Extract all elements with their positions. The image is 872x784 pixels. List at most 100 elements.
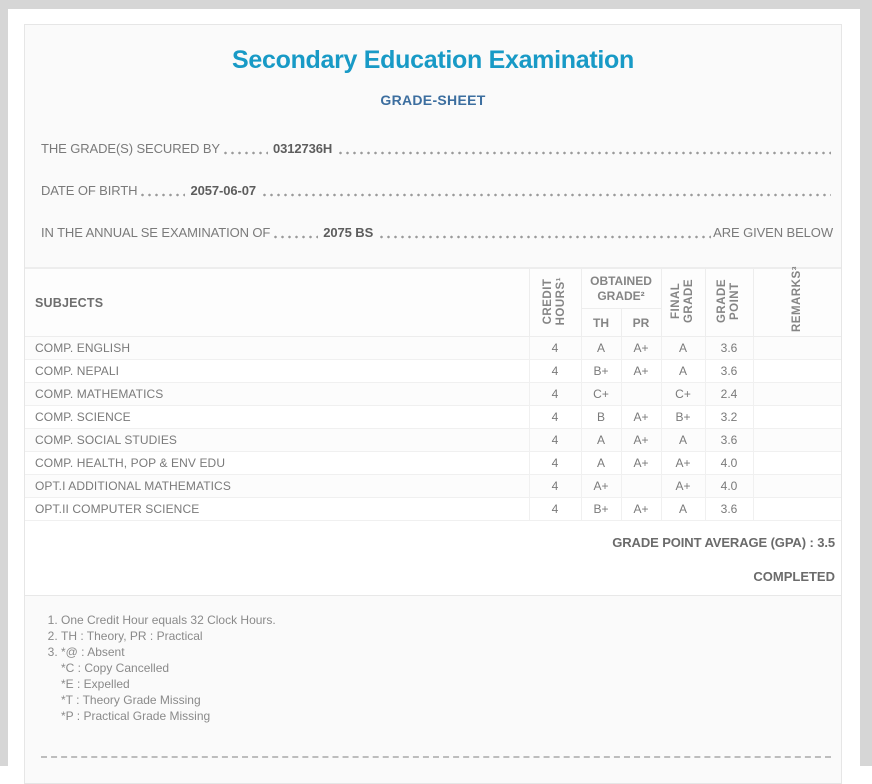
- cell-final-grade: A: [660, 336, 705, 360]
- results-section: SUBJECTS CREDIT HOURS¹ OBTAINED GRADE² F…: [25, 266, 841, 596]
- cell-theory-grade: C+: [580, 382, 621, 406]
- cell-credit-hours: 4: [528, 428, 581, 452]
- info-label: THE GRADE(S) SECURED BY: [41, 141, 221, 156]
- cell-remarks: [752, 336, 841, 360]
- table-row: OPT.II COMPUTER SCIENCE 4 B+ A+ A 3.6: [25, 497, 841, 521]
- cell-subject: OPT.II COMPUTER SCIENCE: [25, 497, 529, 521]
- cell-credit-hours: 4: [528, 336, 581, 360]
- header-subjects: SUBJECTS: [25, 268, 530, 337]
- header-practical: PR: [620, 308, 661, 337]
- table-row: COMP. MATHEMATICS 4 C+ C+ 2.4: [25, 382, 841, 406]
- footnote-item: *@ : Absent *C : Copy Cancelled *E : Exp…: [61, 644, 831, 724]
- cell-practical-grade: [620, 382, 661, 406]
- cell-final-grade: C+: [660, 382, 705, 406]
- cell-remarks: [752, 359, 841, 383]
- date-of-birth-value: 2057-06-07: [190, 183, 256, 198]
- cell-practical-grade: A+: [620, 497, 661, 521]
- cell-subject: OPT.I ADDITIONAL MATHEMATICS: [25, 474, 529, 498]
- table-row: COMP. NEPALI 4 B+ A+ A 3.6: [25, 359, 841, 383]
- dot-leader: [222, 151, 269, 155]
- cell-remarks: [752, 428, 841, 452]
- cell-practical-grade: A+: [620, 359, 661, 383]
- header-theory: TH: [581, 308, 622, 337]
- cell-grade-point: 3.6: [704, 336, 753, 360]
- student-info-block: THE GRADE(S) SECURED BY 0312736H DATE OF…: [25, 141, 841, 241]
- cell-final-grade: A: [660, 497, 705, 521]
- info-suffix: ARE GIVEN BELOW: [713, 225, 833, 240]
- page-subtitle: GRADE-SHEET: [380, 92, 486, 108]
- cell-theory-grade: B: [580, 405, 621, 429]
- cell-credit-hours: 4: [528, 405, 581, 429]
- bottom-dashed-divider: [41, 756, 831, 758]
- dot-leader: [139, 193, 186, 197]
- header-remarks-label: REMARKS³: [790, 266, 803, 332]
- cell-subject: COMP. ENGLISH: [25, 336, 529, 360]
- cell-remarks: [752, 474, 841, 498]
- cell-grade-point: 3.6: [704, 359, 753, 383]
- header-obtained-grade: OBTAINED GRADE²: [580, 268, 662, 309]
- cell-subject: COMP. SCIENCE: [25, 405, 529, 429]
- cell-final-grade: A+: [660, 474, 705, 498]
- cell-grade-point: 4.0: [704, 474, 753, 498]
- info-label: DATE OF BIRTH: [41, 183, 138, 198]
- cell-subject: COMP. SOCIAL STUDIES: [25, 428, 529, 452]
- scrollbar-track[interactable]: [860, 0, 872, 766]
- table-row: OPT.I ADDITIONAL MATHEMATICS 4 A+ A+ 4.0: [25, 474, 841, 498]
- cell-remarks: [752, 451, 841, 475]
- cell-theory-grade: A+: [580, 474, 621, 498]
- cell-final-grade: B+: [660, 405, 705, 429]
- cell-credit-hours: 4: [528, 382, 581, 406]
- info-line-date-of-birth: DATE OF BIRTH 2057-06-07: [41, 183, 833, 199]
- info-line-grades-secured-by: THE GRADE(S) SECURED BY 0312736H: [41, 141, 833, 157]
- cell-theory-grade: B+: [580, 497, 621, 521]
- header-final-grade: FINAL GRADE: [660, 268, 706, 337]
- exam-year-value: 2075 BS: [323, 225, 374, 240]
- cell-grade-point: 3.6: [704, 497, 753, 521]
- symbol-number-value: 0312736H: [273, 141, 333, 156]
- cell-remarks: [752, 497, 841, 521]
- cell-subject: COMP. MATHEMATICS: [25, 382, 529, 406]
- cell-credit-hours: 4: [528, 451, 581, 475]
- cell-credit-hours: 4: [528, 359, 581, 383]
- cell-practical-grade: A+: [620, 451, 661, 475]
- cell-grade-point: 2.4: [704, 382, 753, 406]
- cell-final-grade: A+: [660, 451, 705, 475]
- table-row: COMP. ENGLISH 4 A A+ A 3.6: [25, 336, 841, 360]
- cell-theory-grade: A: [580, 451, 621, 475]
- cell-credit-hours: 4: [528, 497, 581, 521]
- window-frame-left: [0, 0, 8, 766]
- cell-theory-grade: A: [580, 428, 621, 452]
- header-credit-hours: CREDIT HOURS¹: [528, 268, 582, 337]
- cell-practical-grade: [620, 474, 661, 498]
- dot-leader: [272, 235, 319, 239]
- grades-table-body: COMP. ENGLISH 4 A A+ A 3.6 COMP. NEPALI …: [25, 336, 841, 521]
- cell-credit-hours: 4: [528, 474, 581, 498]
- cell-remarks: [752, 405, 841, 429]
- gpa-value: 3.5: [817, 535, 835, 550]
- cell-final-grade: A: [660, 428, 705, 452]
- cell-final-grade: A: [660, 359, 705, 383]
- dot-leader: [260, 193, 831, 197]
- cell-practical-grade: A+: [620, 405, 661, 429]
- cell-grade-point: 4.0: [704, 451, 753, 475]
- header-credit-hours-label: CREDIT HOURS¹: [542, 276, 567, 326]
- dot-leader: [337, 151, 831, 155]
- cell-subject: COMP. NEPALI: [25, 359, 529, 383]
- gpa-line: GRADE POINT AVERAGE (GPA) : 3.5: [25, 535, 841, 551]
- cell-grade-point: 3.2: [704, 405, 753, 429]
- cell-theory-grade: A: [580, 336, 621, 360]
- cell-subject: COMP. HEALTH, POP & ENV EDU: [25, 451, 529, 475]
- page-title: Secondary Education Examination: [232, 46, 634, 74]
- table-row: COMP. SCIENCE 4 B A+ B+ 3.2: [25, 405, 841, 429]
- cell-grade-point: 3.6: [704, 428, 753, 452]
- header-grade-point-label: GRADE POINT: [716, 278, 741, 324]
- info-line-examination-year: IN THE ANNUAL SE EXAMINATION OF 2075 BS …: [41, 225, 833, 241]
- header-obtained-grade-label: OBTAINED GRADE²: [590, 273, 652, 303]
- table-row: COMP. SOCIAL STUDIES 4 A A+ A 3.6: [25, 428, 841, 452]
- header-final-grade-label: FINAL GRADE: [670, 278, 695, 324]
- footnote-item: TH : Theory, PR : Practical: [61, 628, 831, 644]
- grade-sheet-card: Secondary Education Examination GRADE-SH…: [24, 24, 842, 784]
- cell-theory-grade: B+: [580, 359, 621, 383]
- grades-table-header: SUBJECTS CREDIT HOURS¹ OBTAINED GRADE² F…: [25, 266, 841, 337]
- table-row: COMP. HEALTH, POP & ENV EDU 4 A A+ A+ 4.…: [25, 451, 841, 475]
